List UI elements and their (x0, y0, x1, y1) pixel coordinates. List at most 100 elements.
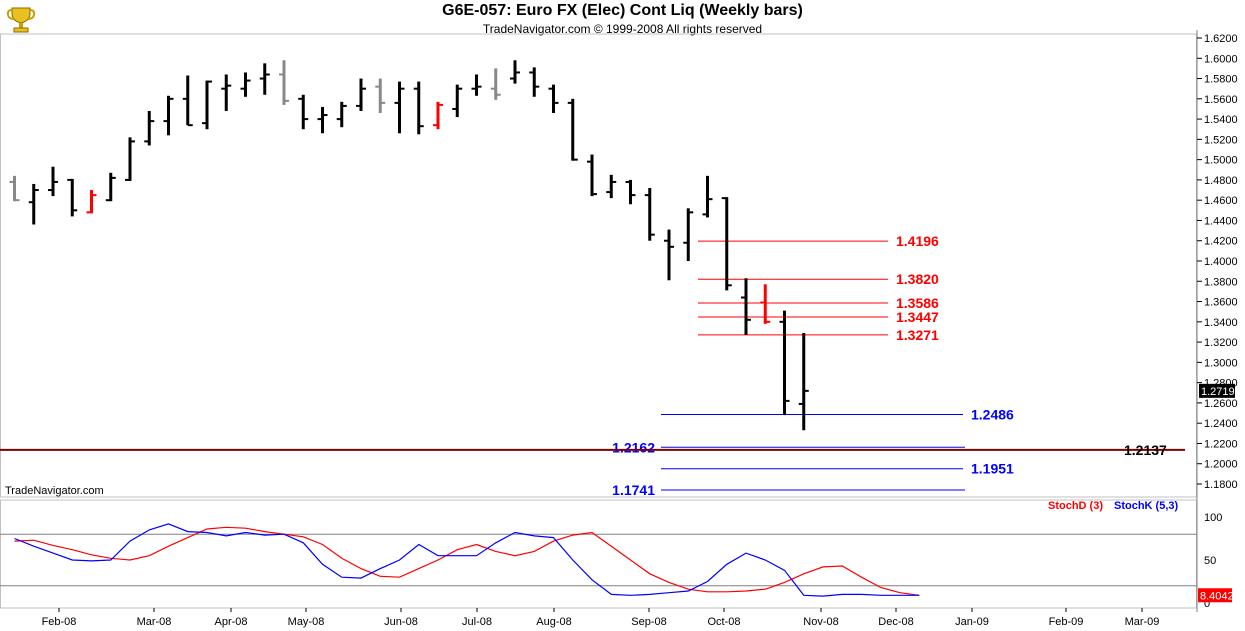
ohlc-bar (741, 278, 751, 335)
ohlc-bar (28, 183, 39, 225)
ohlc-bar (67, 178, 78, 217)
ohlc-bar (606, 174, 617, 199)
ohlc-bar (529, 67, 540, 97)
y-tick-label: 1.5600 (1204, 94, 1238, 106)
x-tick-label: Jun-08 (384, 616, 418, 628)
x-tick-label: Jul-08 (462, 616, 492, 628)
stoch-legend-d: StochD (3) (1048, 500, 1103, 512)
watermark: TradeNavigator.com (5, 485, 104, 497)
fib-level-label: 1.4196 (896, 233, 939, 249)
y-tick-label: 1.5000 (1204, 155, 1238, 167)
ohlc-bar (125, 137, 135, 181)
x-tick-label: Nov-08 (803, 616, 838, 628)
ohlc-bar (664, 229, 674, 281)
y-tick-label: 1.2600 (1204, 398, 1238, 410)
y-tick-label: 1.5400 (1204, 114, 1238, 126)
trophy-icon (6, 4, 36, 34)
ohlc-bar (144, 110, 155, 146)
y-tick-label: 1.2400 (1204, 418, 1238, 430)
x-tick-label: Mar-08 (137, 616, 172, 628)
chart-subtitle: TradeNavigator.com © 1999-2008 All right… (482, 22, 763, 36)
stoch-series-line (14, 526, 920, 596)
projection-level-label: 1.1951 (971, 461, 1014, 477)
ohlc-bar (182, 75, 193, 127)
ohlc-bar (471, 74, 482, 96)
y-tick-label: 1.2800 (1204, 378, 1238, 390)
ohlc-bar (433, 101, 443, 130)
ohlc-bar (356, 78, 366, 111)
ohlc-bar (683, 208, 694, 261)
ohlc-bar (625, 179, 636, 205)
ohlc-bar (548, 84, 559, 114)
y-tick-label: 1.3200 (1204, 337, 1238, 349)
ohlc-bar (298, 94, 309, 130)
y-tick-label: 1.4800 (1204, 175, 1238, 187)
fib-level-label: 1.3820 (896, 271, 939, 287)
fib-level-label: 1.3271 (896, 327, 939, 343)
x-tick-label: Feb-09 (1049, 616, 1084, 628)
y-tick-label: 1.1800 (1204, 479, 1238, 491)
ohlc-bar (644, 188, 655, 241)
y-tick-label: 1.3600 (1204, 297, 1238, 309)
ohlc-bar (105, 172, 116, 202)
stoch-last-value-label: 8.4042 (1200, 590, 1234, 602)
ohlc-bar (221, 74, 232, 111)
stoch-last-value-box (1198, 588, 1232, 603)
last-price-label: 1.2719 (1201, 386, 1235, 398)
y-tick-label: 1.4000 (1204, 256, 1238, 268)
ohlc-bar (702, 175, 713, 218)
stoch-legend-k: StochK (5,3) (1114, 500, 1179, 512)
stoch-y-tick-label: 50 (1204, 555, 1216, 567)
ohlc-bar (279, 60, 289, 105)
ohlc-bar (163, 95, 174, 136)
ohlc-bar (86, 190, 97, 214)
y-tick-label: 1.4400 (1204, 215, 1238, 227)
y-tick-label: 1.4600 (1204, 195, 1238, 207)
y-tick-label: 1.2000 (1204, 459, 1238, 471)
ohlc-bar (336, 101, 347, 128)
y-tick-label: 1.5800 (1204, 74, 1238, 86)
x-tick-label: May-08 (288, 616, 325, 628)
ohlc-bar (760, 284, 771, 324)
ohlc-bar (394, 81, 405, 134)
ohlc-bar (375, 78, 386, 114)
ohlc-bar (798, 332, 809, 431)
projection-level-label: 1.2486 (971, 406, 1014, 422)
x-tick-label: Mar-09 (1125, 616, 1160, 628)
last-price-box (1199, 383, 1235, 398)
ohlc-bar (240, 72, 251, 97)
support-label: 1.2137 (1124, 442, 1167, 458)
stoch-panel (0, 499, 1197, 609)
y-tick-label: 1.5200 (1204, 134, 1238, 146)
ohlc-bar (48, 166, 58, 197)
fib-level-label: 1.3447 (896, 309, 939, 325)
x-tick-label: Aug-08 (536, 616, 571, 628)
y-tick-label: 1.2200 (1204, 438, 1238, 450)
chart-title: G6E-057: Euro FX (Elec) Cont Liq (Weekly… (442, 2, 803, 19)
x-tick-label: Jan-09 (955, 616, 989, 628)
x-tick-label: Sep-08 (631, 616, 666, 628)
y-tick-label: 1.6000 (1204, 53, 1238, 65)
ohlc-bar (587, 154, 597, 197)
ohlc-bar (259, 63, 270, 95)
projection-level-label: 1.1741 (612, 482, 655, 498)
projection-level-label: 1.2162 (612, 439, 655, 455)
y-tick-label: 1.4200 (1204, 236, 1238, 248)
ohlc-bar (567, 98, 578, 161)
y-tick-label: 1.3800 (1204, 276, 1238, 288)
fib-level-label: 1.3586 (896, 295, 939, 311)
x-tick-label: Feb-08 (42, 616, 77, 628)
stoch-series-line (14, 523, 920, 597)
y-tick-label: 1.3400 (1204, 317, 1238, 329)
ohlc-bar (9, 175, 20, 202)
price-panel (0, 33, 1197, 498)
ohlc-bar (510, 60, 520, 84)
ohlc-bar (452, 84, 463, 118)
x-tick-label: Oct-08 (707, 616, 740, 628)
ohlc-bar (490, 68, 501, 100)
x-tick-label: Apr-08 (214, 616, 247, 628)
ohlc-bar (202, 80, 212, 130)
ohlc-bar (413, 81, 424, 135)
ohlc-bar (721, 197, 732, 291)
